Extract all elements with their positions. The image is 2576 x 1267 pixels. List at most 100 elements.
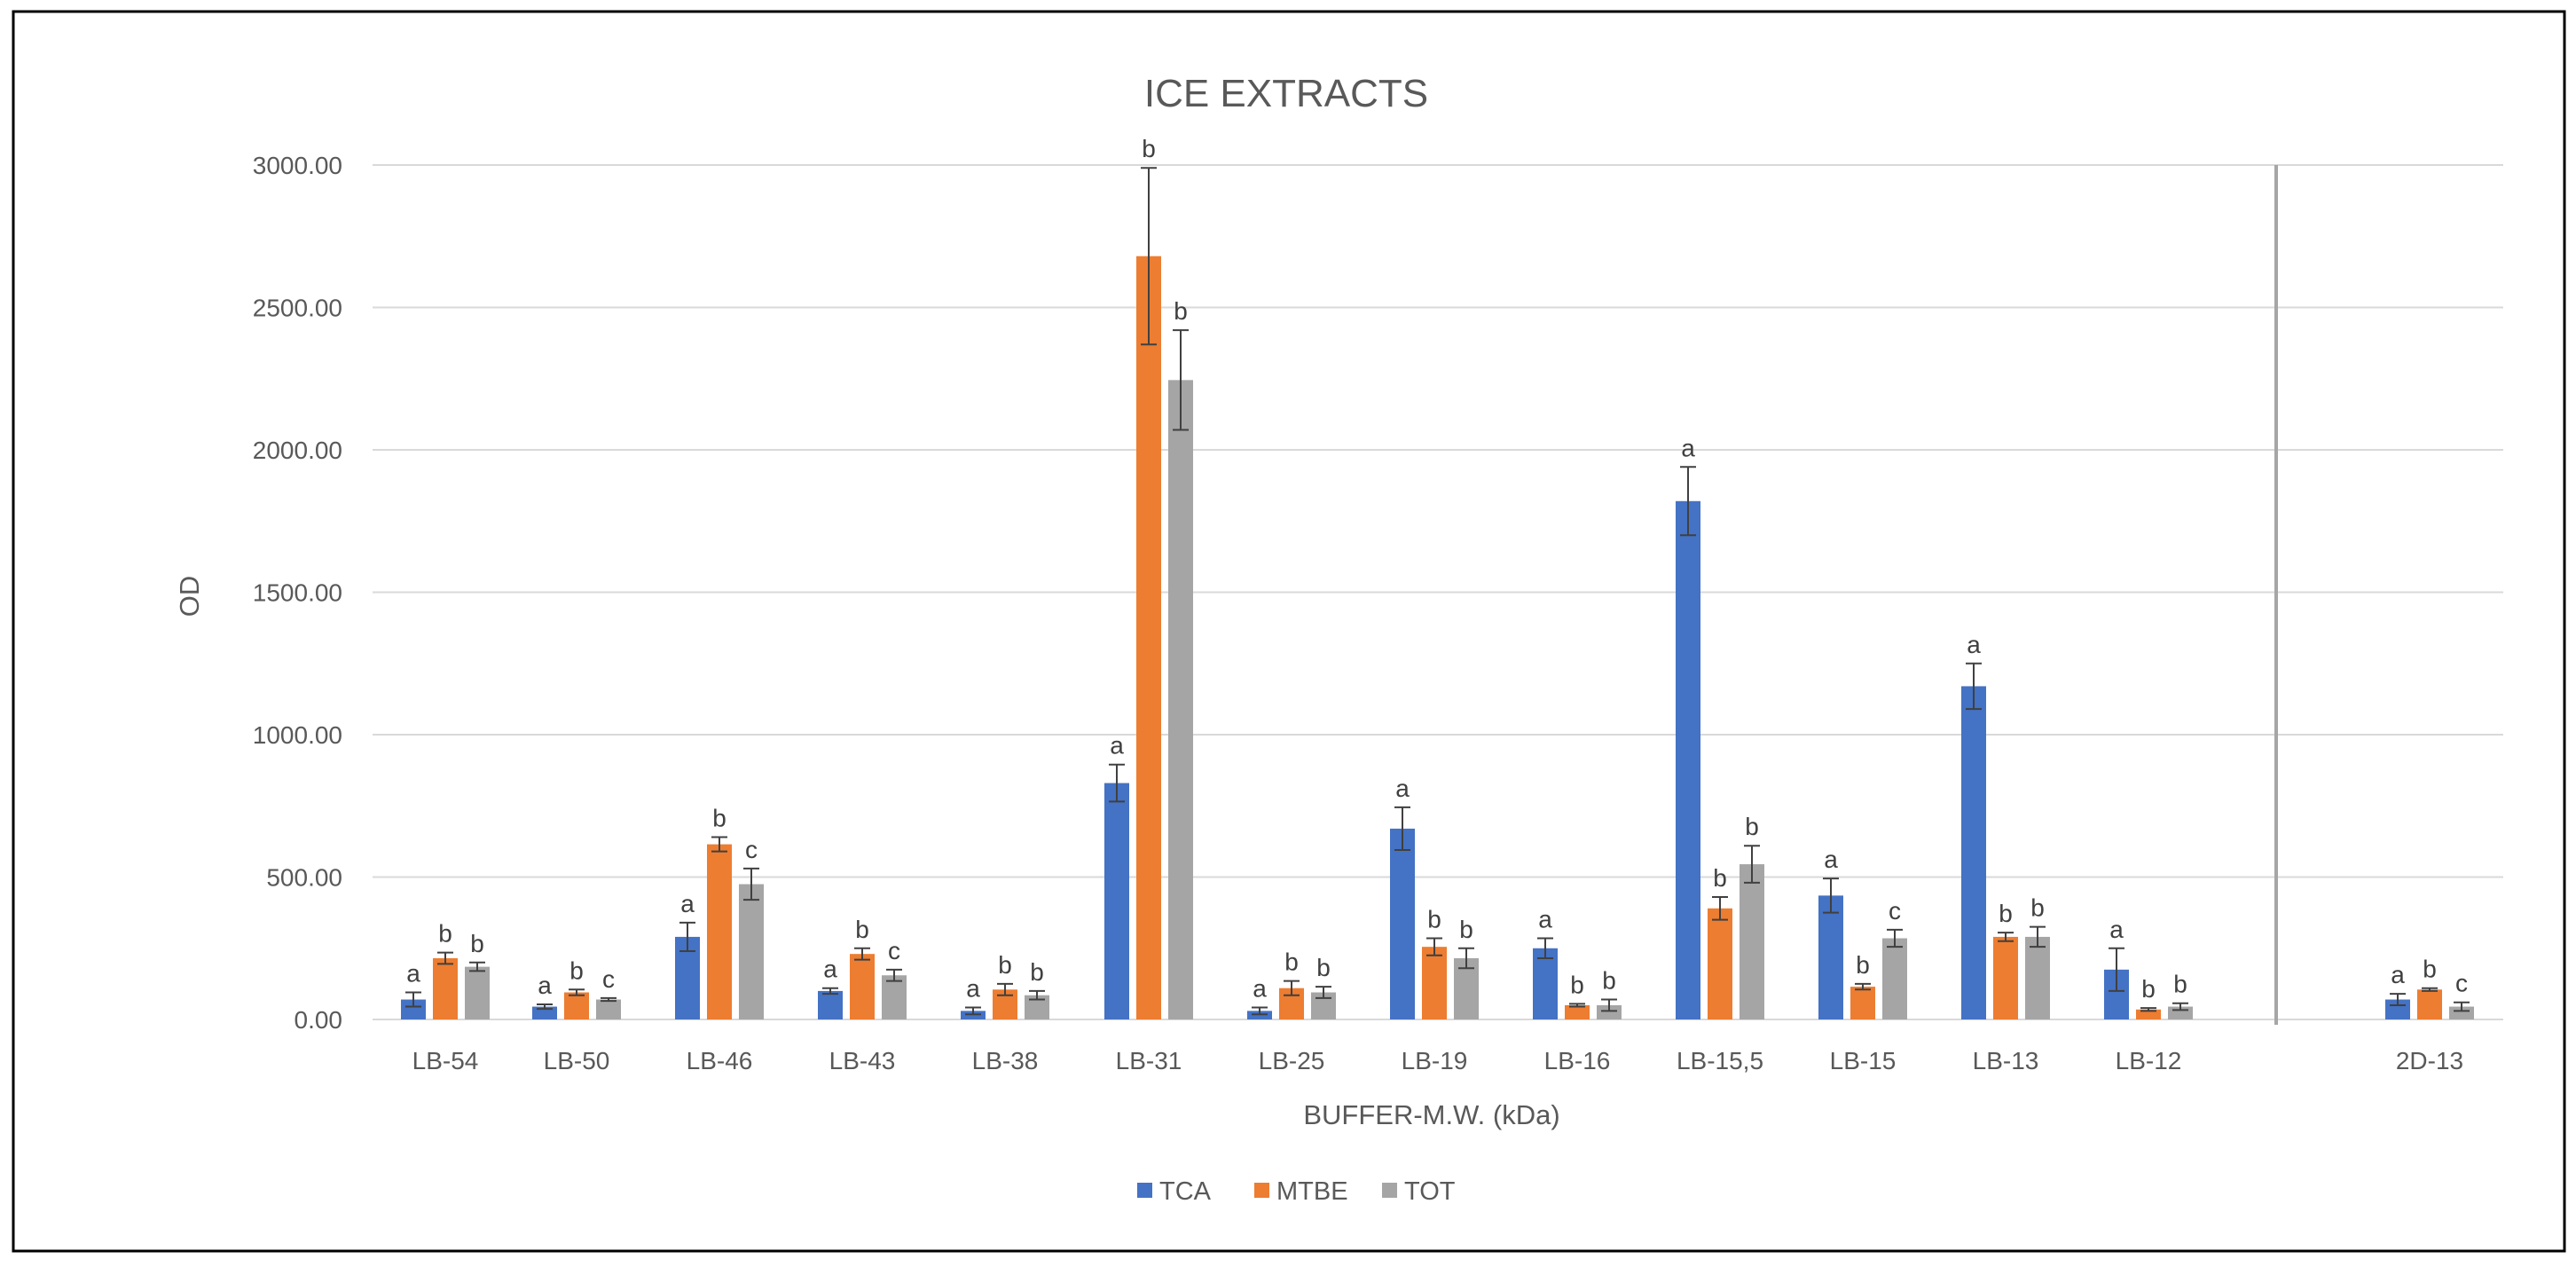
x-axis-title: BUFFER-M.W. (kDa): [1303, 1099, 1559, 1130]
error-bar: [1744, 845, 1760, 884]
significance-label: b: [1030, 958, 1044, 986]
significance-label: b: [1856, 951, 1870, 979]
error-bar: [2109, 947, 2124, 992]
significance-label: b: [1602, 967, 1616, 995]
bar-tot: [2449, 1006, 2474, 1019]
error-bar: [1109, 763, 1125, 803]
error-bar: [822, 987, 838, 996]
error-bar: [1426, 937, 1442, 956]
x-category-label: LB-50: [544, 1047, 610, 1074]
chart-title: ICE EXTRACTS: [1144, 72, 1428, 115]
legend-label: TOT: [1404, 1177, 1456, 1206]
x-category-label: LB-25: [1259, 1047, 1325, 1074]
bar-mtbe: [707, 844, 732, 1019]
error-bar: [1394, 806, 1410, 852]
significance-label: b: [569, 956, 584, 984]
significance-label: b: [2173, 971, 2187, 998]
bar-tca: [1104, 783, 1129, 1019]
bar-mtbe: [433, 957, 458, 1019]
error-bar: [1966, 662, 1982, 711]
error-bar: [1315, 986, 1331, 999]
bar-tca: [818, 990, 843, 1019]
x-category-label: LB-15: [1830, 1047, 1897, 1074]
y-tick-label: 2000.00: [253, 437, 342, 464]
x-category-label: LB-13: [1973, 1047, 2039, 1074]
y-axis-ticks: 0.00 500.00 1000.00 1500.00 2000.00 2500.00 30…: [253, 152, 342, 1034]
significance-label: a: [1253, 975, 1267, 1003]
significance-label: b: [1174, 297, 1188, 325]
error-bar: [1537, 937, 1553, 959]
bar-tca: [401, 999, 426, 1019]
error-bar: [1029, 989, 1045, 1001]
significance-label: b: [1999, 900, 2013, 927]
bar-tot: [596, 999, 621, 1019]
bar-tot: [1168, 380, 1193, 1020]
error-bar: [997, 982, 1013, 996]
significance-label: a: [1110, 732, 1124, 759]
significance-label: a: [1395, 775, 1410, 802]
significance-label: a: [406, 960, 420, 988]
error-bar: [1458, 947, 1474, 970]
x-category-label: LB-38: [972, 1047, 1039, 1074]
significance-label: b: [712, 805, 726, 832]
x-category-label: LB-19: [1402, 1047, 1468, 1074]
bar-mtbe: [1850, 987, 1875, 1019]
significance-label: b: [470, 930, 484, 957]
error-bar: [2422, 987, 2438, 992]
y-tick-label: 2500.00: [253, 295, 342, 322]
bar-mtbe: [2417, 989, 2442, 1019]
legend-swatch: [1137, 1183, 1152, 1198]
bar-tot: [739, 884, 764, 1019]
bar-tot: [882, 975, 907, 1019]
error-bar: [743, 867, 759, 901]
bar-tca: [1818, 895, 1843, 1019]
bar-tca: [1961, 686, 1986, 1019]
error-bar: [2172, 1002, 2188, 1011]
legend-item-tot: TOT: [1382, 1177, 1456, 1206]
error-bar: [1680, 466, 1696, 537]
error-bar: [601, 996, 617, 1003]
x-category-label: 2D-13: [2396, 1047, 2463, 1074]
x-category-label: LB-43: [829, 1047, 896, 1074]
legend-item-mtbe: MTBE: [1254, 1177, 1348, 1206]
significance-label: a: [2109, 916, 2124, 943]
error-bar: [1855, 982, 1871, 991]
significance-label: b: [2030, 894, 2045, 922]
error-bar: [1887, 928, 1903, 948]
error-bar: [711, 836, 727, 853]
significance-label: b: [1713, 864, 1727, 892]
legend-swatch: [1254, 1183, 1269, 1198]
error-bar: [1712, 895, 1728, 921]
error-bar: [2140, 1007, 2156, 1012]
error-bar: [1252, 1006, 1268, 1016]
legend: TCA MTBE TOT: [1137, 1177, 1456, 1206]
error-bar: [965, 1006, 981, 1016]
bar-mtbe: [1565, 1004, 1590, 1019]
error-bar: [854, 947, 870, 961]
error-bar: [569, 988, 585, 996]
significance-label: a: [1538, 906, 1552, 933]
error-bar: [679, 921, 695, 952]
bar-mtbe: [1708, 908, 1732, 1019]
significance-label: c: [1889, 897, 1901, 925]
significance-label: b: [1745, 813, 1759, 840]
y-tick-label: 3000.00: [253, 152, 342, 179]
x-category-label: LB-16: [1544, 1047, 1611, 1074]
significance-label: c: [745, 836, 758, 863]
error-bar: [1173, 329, 1189, 431]
x-category-label: LB-54: [412, 1047, 479, 1074]
chart-border: [12, 10, 2566, 1253]
significance-label: b: [1459, 916, 1473, 943]
error-bar: [886, 968, 902, 982]
error-bar: [1141, 167, 1157, 346]
legend-label: MTBE: [1276, 1177, 1348, 1206]
bar-tca: [1676, 500, 1700, 1019]
bar-mtbe: [1422, 947, 1447, 1019]
error-bar: [2454, 1001, 2470, 1012]
x-category-label: LB-12: [2116, 1047, 2182, 1074]
error-bar: [1601, 998, 1617, 1012]
significance-label: a: [1681, 434, 1695, 461]
